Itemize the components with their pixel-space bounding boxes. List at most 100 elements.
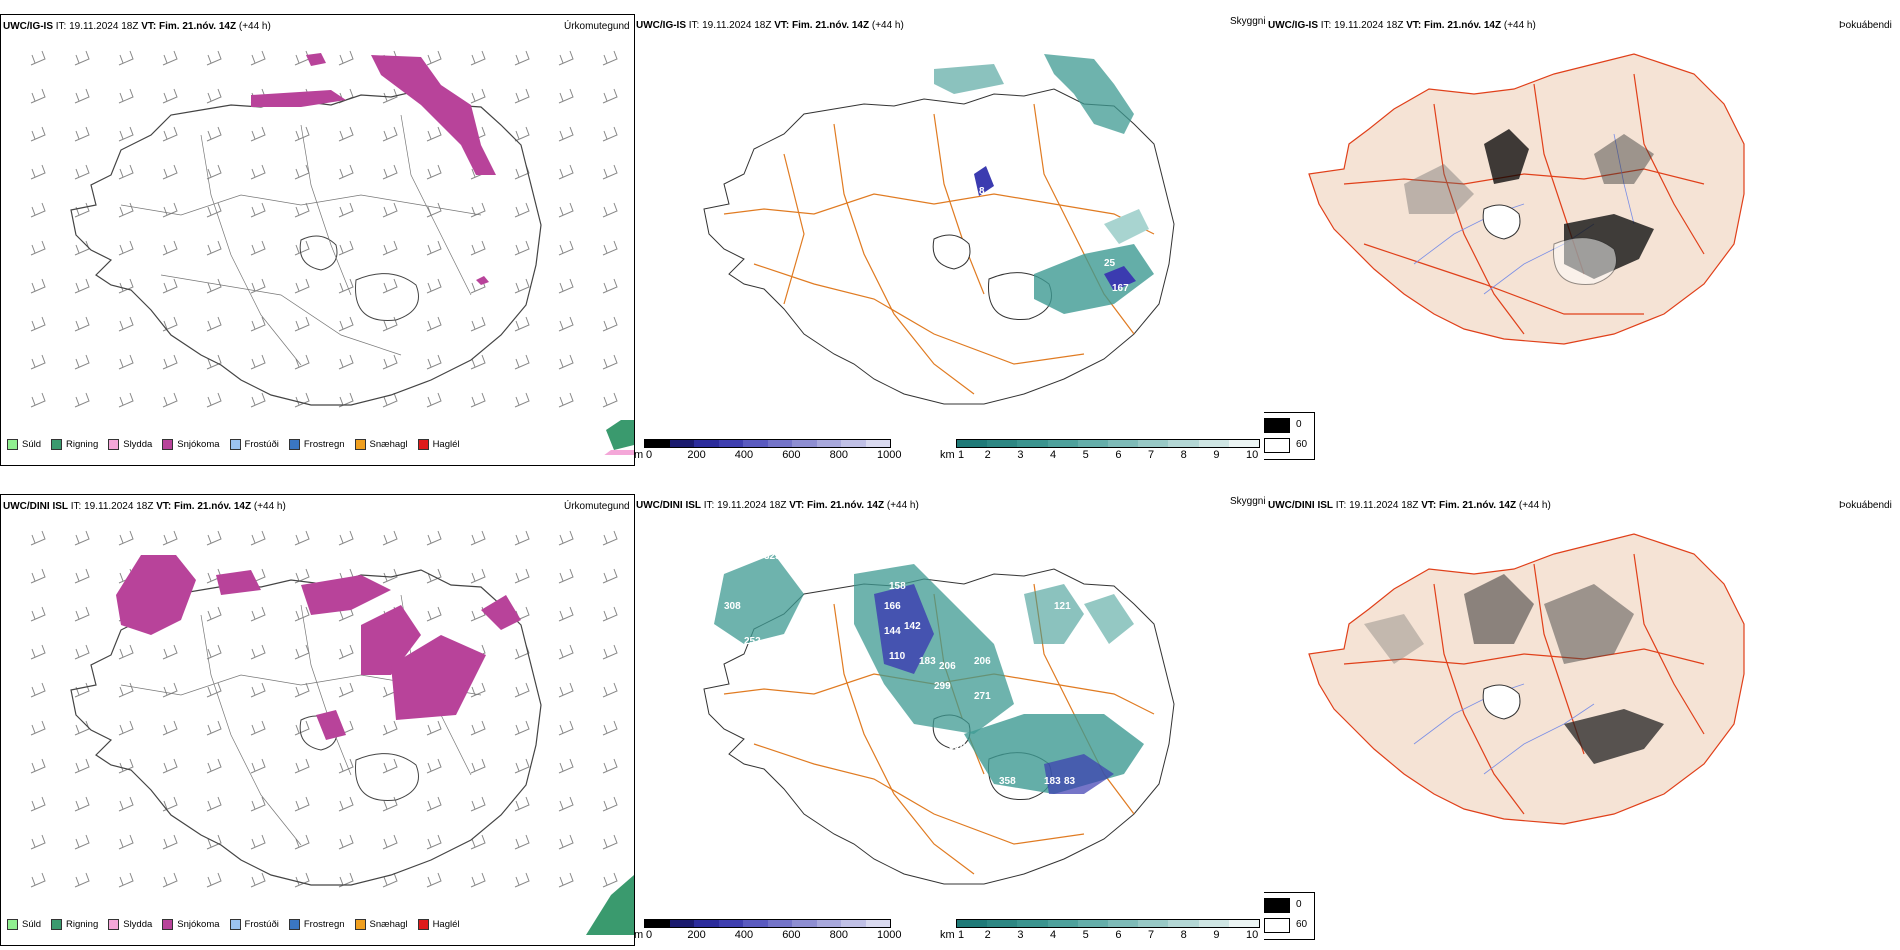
cloud-base-label: 299 (934, 681, 951, 692)
wind-barb (206, 278, 222, 294)
wind-barb (338, 278, 354, 294)
wind-barb (558, 720, 574, 736)
wind-barb (206, 316, 222, 332)
wind-barb (514, 834, 530, 850)
wind-barb (470, 240, 486, 256)
vis-scale-bar (956, 439, 1260, 448)
wind-barb (602, 126, 618, 142)
wind-barb (162, 834, 178, 850)
low-vis-area (714, 554, 804, 644)
wind-barb (162, 88, 178, 104)
coastline (703, 568, 1175, 885)
wind-barb (470, 530, 486, 546)
snow-area (371, 55, 496, 175)
iceland-map-fog (1308, 533, 1745, 825)
legend-swatch (108, 439, 120, 450)
snow-area (476, 276, 489, 285)
roads (723, 103, 1155, 395)
wind-barb (206, 88, 222, 104)
wind-barb (382, 240, 398, 256)
legend-label: Rigning (66, 439, 99, 450)
cloud-base-label: 124 (889, 771, 906, 782)
scale-swatch (1138, 920, 1169, 927)
wind-barb (118, 682, 134, 698)
wind-barb (602, 392, 618, 408)
wind-barb (162, 644, 178, 660)
legend-swatch (354, 439, 366, 450)
wind-barb (118, 392, 134, 408)
wind-barb (558, 606, 574, 622)
wind-barb (118, 164, 134, 180)
scale-swatch (743, 920, 768, 927)
wind-barb (74, 568, 90, 584)
glacier (299, 235, 338, 271)
scale-tick-label: 800 (829, 449, 848, 461)
wind-barb (250, 354, 266, 370)
low-vis-area (1024, 584, 1084, 644)
wind-barb (514, 758, 530, 774)
wind-barb (74, 834, 90, 850)
low-vis-area (1104, 209, 1149, 244)
legend-swatch (229, 919, 241, 930)
cloud-base-label: 271 (974, 691, 991, 702)
wind-barb (514, 682, 530, 698)
wind-barb (382, 392, 398, 408)
wind-barb (294, 720, 310, 736)
legend-swatch (51, 919, 63, 930)
wind-barb (470, 720, 486, 736)
wind-barb (602, 796, 618, 812)
low-vis-area (934, 64, 1004, 94)
wind-barb (470, 202, 486, 218)
scale-swatch (694, 440, 719, 447)
sleet-area (604, 450, 634, 455)
wind-barb (118, 88, 134, 104)
scale-tick-label: 1 (958, 929, 965, 941)
scale-swatch (1017, 920, 1048, 927)
roads (1343, 73, 1705, 335)
snow-area (301, 575, 391, 615)
wind-barb (74, 392, 90, 408)
legend-label: Rigning (66, 919, 99, 930)
wind-barb (382, 872, 398, 888)
scale-tick-label: 6 (1115, 929, 1122, 941)
cloud-base-label: 252 (744, 636, 761, 647)
wind-barb (250, 126, 266, 142)
wind-barb (118, 644, 134, 660)
wind-barb (514, 126, 530, 142)
precip-legend-item: Súld (7, 439, 41, 450)
scale-tick-label: 8 (1180, 929, 1187, 941)
scale-swatch (816, 440, 841, 447)
wind-barb (338, 530, 354, 546)
wind-barb (206, 682, 222, 698)
cloud-base-label: 308 (724, 601, 741, 612)
cloud-base-label: 158 (889, 581, 906, 592)
wind-barb (30, 796, 46, 812)
fog-area (1364, 614, 1424, 664)
wind-barb (470, 88, 486, 104)
wind-barb (74, 758, 90, 774)
wind-barb (118, 758, 134, 774)
scale-tick-label: 6 (1115, 449, 1122, 461)
panel-header: UWC/DINI ISL IT: 19.11.2024 18Z VT: Fim.… (636, 500, 919, 511)
legend-swatch (354, 919, 366, 930)
wind-barb (30, 568, 46, 584)
wind-barb (294, 758, 310, 774)
glacier (1553, 237, 1617, 285)
rain-area (586, 875, 634, 935)
wind-barb (338, 202, 354, 218)
roads (120, 114, 482, 366)
wind-barb (514, 88, 530, 104)
wind-barb (338, 316, 354, 332)
wind-barb (250, 392, 266, 408)
scale-tick-label: 400 (734, 449, 754, 461)
scale-swatch (645, 440, 670, 447)
wind-barb (602, 354, 618, 370)
wind-barb (206, 606, 222, 622)
wind-barb (382, 164, 398, 180)
visibility-scale: km 1 2 3 4 5 6 7 8 9 10 (940, 919, 1260, 943)
wind-barb (250, 720, 266, 736)
scale-swatch (694, 920, 719, 927)
fog-legend-label: 0 (1296, 419, 1302, 430)
wind-barb (30, 392, 46, 408)
scale-tick-label: 5 (1082, 929, 1089, 941)
